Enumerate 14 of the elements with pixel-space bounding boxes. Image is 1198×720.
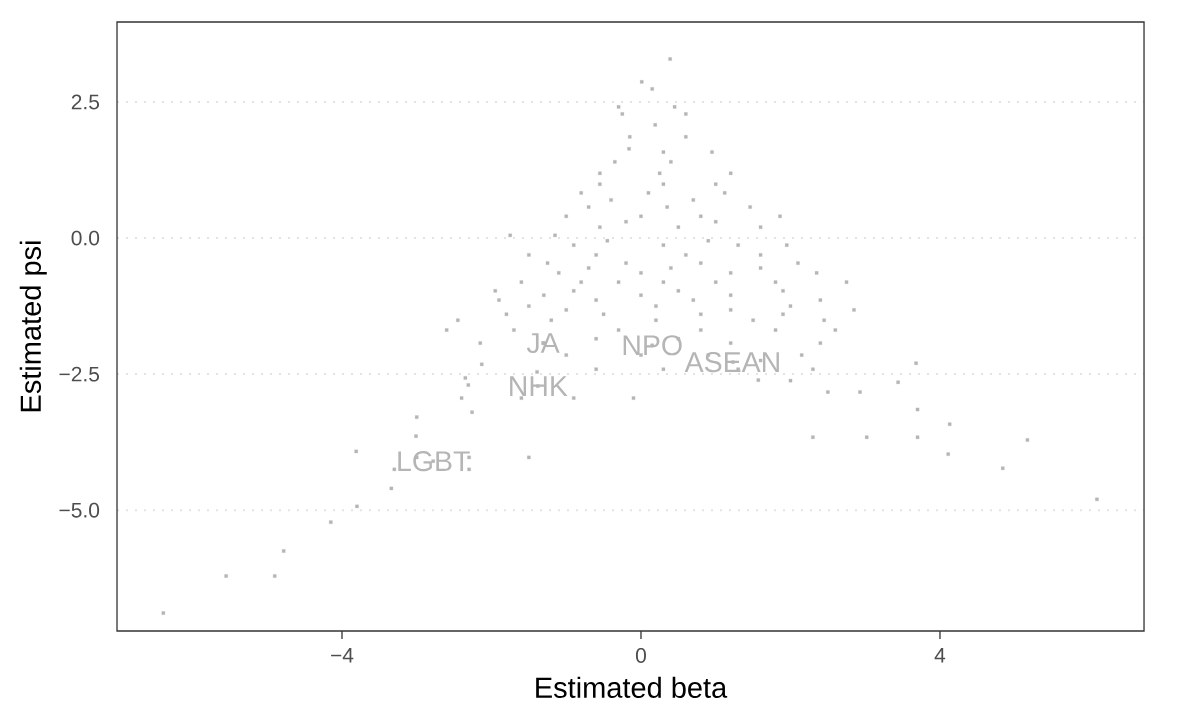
y-axis-title: Estimated psi (19, 241, 47, 412)
annotation: ASEAN (684, 352, 779, 373)
x-tick-label: 4 (934, 648, 946, 663)
x-axis-title: Estimated beta (536, 676, 728, 698)
annotation: NHK (510, 376, 568, 396)
y-tick-label: 0.0 (71, 230, 100, 246)
annotation: JA (526, 333, 560, 354)
y-tick-label: −5.0 (59, 502, 100, 518)
y-tick-label: 2.5 (71, 94, 100, 110)
x-tick-label: 0 (635, 648, 646, 663)
y-tick-label: −2.5 (59, 366, 100, 382)
annotation: NPO (623, 335, 682, 356)
x-tick-label: −4 (331, 648, 354, 663)
annotation: LGBT (398, 451, 470, 472)
